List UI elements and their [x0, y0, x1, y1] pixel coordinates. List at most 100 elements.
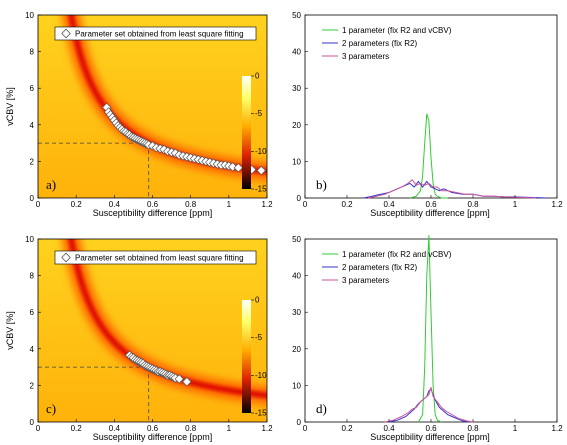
- legend-label-1-parameter: 1 parameter (fix R2 and vCBV): [342, 250, 452, 259]
- x-ticks: 0 0.2 0.4 0.6 0.8 1 1.2: [36, 419, 273, 433]
- x-tick-label: 0.8: [467, 200, 479, 209]
- colorbar-tick-label: -5: [255, 109, 263, 118]
- colorbar-tick-label: -15: [255, 185, 267, 194]
- y-tick-label: 4: [30, 345, 35, 354]
- x-tick-label: 0.4: [109, 424, 121, 433]
- colorbar-ticks: 0 -5 -10 -15: [251, 296, 267, 418]
- panel-label: c): [46, 401, 56, 416]
- y-tick-label: 50: [292, 11, 301, 20]
- colorbar-tick-label: 0: [255, 296, 260, 305]
- axes-frame: [304, 14, 558, 199]
- panel-a: 0 0.2 0.4 0.6 0.8 1 1.2 0 2 4 6 8 10 Susceptibility…: [5, 11, 273, 218]
- x-axis-label: Susceptibility difference [ppm]: [93, 208, 212, 218]
- reference-dashed-lines: [38, 366, 150, 422]
- x-tick-label: 0.2: [341, 200, 353, 209]
- x-tick-label: 0.6: [147, 424, 159, 433]
- x-axis-label: Susceptibility difference [ppm]: [370, 208, 489, 218]
- panel-c: 0 0.2 0.4 0.6 0.8 1 1.2 0 2 4 6 8 10 Susceptibility…: [5, 235, 273, 442]
- x-ticks: 0 0.2 0.4 0.6 0.8 1 1.2: [36, 195, 273, 209]
- y-tick-label: 40: [292, 48, 301, 57]
- y-tick-label: 30: [292, 84, 301, 93]
- y-tick-label: 0: [297, 194, 302, 203]
- y-tick-label: 6: [30, 308, 35, 317]
- axes-frame: [304, 238, 558, 423]
- x-ticks: 0 0.2 0.4 0.6 0.8 1 1.2: [303, 419, 563, 433]
- y-tick-label: 20: [292, 345, 301, 354]
- x-tick-label: 1: [227, 424, 232, 433]
- series-3-parameters: [384, 387, 474, 423]
- colorbar-ticks: 0 -5 -10 -15: [251, 72, 267, 194]
- series-1-parameter: [409, 113, 448, 199]
- fit-marker: [182, 377, 192, 387]
- legend-label-2-parameters: 2 parameters (fix R2): [342, 39, 417, 48]
- x-tick-label: 0.6: [147, 200, 159, 209]
- x-tick-label: 0: [36, 424, 41, 433]
- y-tick-label: 2: [30, 381, 35, 390]
- y-tick-label: 0: [30, 418, 35, 427]
- y-tick-label: 8: [30, 48, 35, 57]
- y-tick-label: 10: [25, 11, 34, 20]
- y-tick-label: 0: [30, 194, 35, 203]
- legend-diamond-icon: [61, 28, 71, 39]
- x-tick-label: 0.4: [383, 200, 395, 209]
- y-axis-label: vCBV [%]: [5, 311, 15, 350]
- x-tick-label: 0.8: [185, 200, 197, 209]
- x-tick-label: 0.4: [383, 424, 395, 433]
- x-tick-label: 0.8: [467, 424, 479, 433]
- colorbar-tick-label: -5: [255, 333, 263, 342]
- x-tick-label: 0.8: [185, 424, 197, 433]
- y-tick-label: 10: [25, 235, 34, 244]
- y-tick-label: 4: [30, 121, 35, 130]
- colorbar: [242, 76, 251, 189]
- x-tick-label: 0.4: [109, 200, 121, 209]
- fit-marker: [174, 374, 184, 384]
- y-ticks: 0 2 4 6 8 10: [25, 235, 41, 427]
- series-3-parameters: [367, 178, 537, 199]
- y-tick-label: 0: [297, 418, 302, 427]
- colorbar-tick-label: -15: [255, 409, 267, 418]
- panel-label: d): [316, 401, 327, 416]
- x-tick-label: 0: [303, 200, 308, 209]
- y-ticks: 0 10 20 30 40 50: [292, 235, 308, 427]
- colorbar: [242, 300, 251, 413]
- legend-label-1-parameter: 1 parameter (fix R2 and vCBV): [342, 26, 452, 35]
- colorbar-tick-label: 0: [255, 72, 260, 81]
- y-ticks: 0 2 4 6 8 10: [25, 11, 41, 203]
- y-tick-label: 10: [292, 381, 301, 390]
- x-tick-label: 1: [227, 200, 232, 209]
- x-tick-label: 0.2: [71, 424, 83, 433]
- panel-label: a): [46, 177, 56, 192]
- fit-marker: [227, 162, 238, 172]
- x-tick-label: 0.6: [425, 200, 437, 209]
- x-tick-label: 0.2: [71, 200, 83, 209]
- x-tick-label: 0.2: [341, 424, 353, 433]
- legend-box: [54, 26, 257, 41]
- y-tick-label: 10: [292, 157, 301, 166]
- x-tick-label: 1.2: [551, 200, 563, 209]
- legend-box: [54, 250, 257, 265]
- panel-label: b): [316, 177, 327, 192]
- legend-diamond-icon: [61, 252, 71, 263]
- x-axis-label: Susceptibility difference [ppm]: [370, 432, 489, 442]
- fit-markers: [124, 350, 192, 387]
- x-tick-label: 1: [513, 200, 518, 209]
- y-ticks: 0 10 20 30 40 50: [292, 11, 308, 203]
- legend-label: Parameter set obtained from least square…: [75, 254, 244, 263]
- x-tick-label: 1.2: [551, 424, 563, 433]
- fit-markers: [102, 102, 266, 176]
- y-tick-label: 6: [30, 84, 35, 93]
- legend-label-3-parameters: 3 parameters: [342, 276, 389, 285]
- x-tick-label: 1: [513, 424, 518, 433]
- legend-label: Parameter set obtained from least square…: [75, 30, 244, 39]
- x-tick-label: 0: [303, 424, 308, 433]
- y-axis-label: vCBV [%]: [5, 87, 15, 126]
- y-tick-label: 20: [292, 121, 301, 130]
- x-tick-label: 0: [36, 200, 41, 209]
- legend-label-3-parameters: 3 parameters: [342, 52, 389, 61]
- reference-dashed-lines: [38, 142, 150, 198]
- fit-marker: [256, 165, 266, 176]
- y-tick-label: 8: [30, 272, 35, 281]
- y-tick-label: 40: [292, 272, 301, 281]
- y-tick-label: 2: [30, 157, 35, 166]
